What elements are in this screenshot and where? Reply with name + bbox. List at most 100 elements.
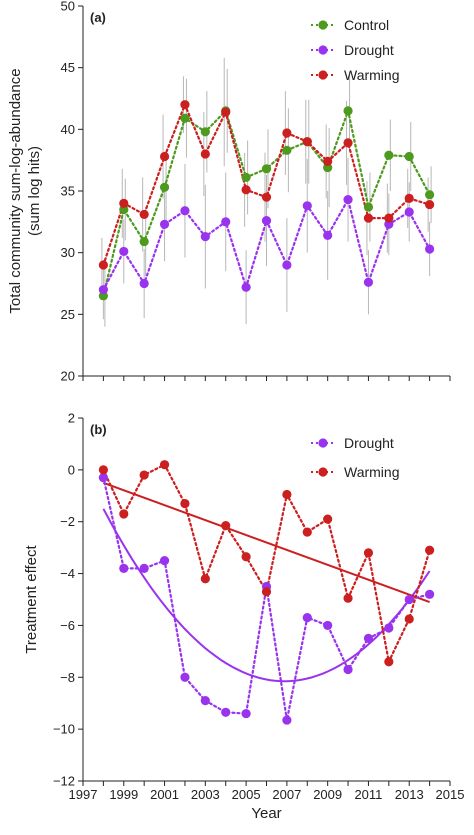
- x-tick-label: 2003: [191, 787, 220, 802]
- data-point-warming: [139, 470, 149, 480]
- data-point-warming: [404, 614, 414, 624]
- y-tick-label: −2: [60, 514, 75, 529]
- data-point-warming: [241, 552, 251, 562]
- data-point-warming: [343, 138, 353, 148]
- panel-label: (a): [90, 10, 106, 25]
- data-point-drought: [221, 707, 231, 717]
- data-point-drought: [404, 594, 414, 605]
- data-point-warming: [384, 213, 394, 223]
- data-point-warming: [363, 213, 374, 223]
- legend-marker: [318, 467, 328, 477]
- data-point-warming: [323, 514, 333, 524]
- data-point-warming: [302, 527, 312, 537]
- data-point-control: [200, 127, 210, 137]
- data-point-warming: [384, 657, 394, 667]
- data-point-control: [139, 236, 149, 247]
- legend-label: Control: [344, 17, 389, 33]
- data-point-drought: [302, 613, 312, 623]
- data-point-warming: [98, 260, 108, 270]
- data-point-warming: [323, 156, 333, 166]
- x-tick-label: 2011: [354, 787, 382, 802]
- x-tick-label: 2015: [436, 787, 465, 802]
- legend-label: Warming: [344, 464, 400, 480]
- data-point-drought: [282, 260, 292, 270]
- data-point-drought: [363, 633, 374, 643]
- data-point-drought: [119, 563, 129, 573]
- x-axis-label: Year: [251, 805, 281, 822]
- legend-marker: [318, 45, 328, 55]
- data-point-drought: [425, 589, 435, 599]
- data-point-drought: [282, 715, 292, 725]
- y-tick-label: −6: [60, 618, 75, 633]
- data-point-warming: [282, 128, 292, 138]
- data-point-warming: [200, 149, 210, 159]
- data-point-warming: [159, 151, 170, 162]
- y-tick-label: 2: [68, 411, 75, 426]
- data-point-control: [159, 182, 170, 192]
- x-tick-label: 2013: [395, 787, 424, 802]
- y-tick-label: −4: [60, 566, 75, 581]
- y-axis-label-line2: (sum log hits): [26, 146, 43, 236]
- x-tick-label: 1997: [69, 787, 98, 802]
- data-point-drought: [261, 216, 272, 226]
- data-point-drought: [363, 277, 374, 287]
- data-point-warming: [425, 545, 435, 555]
- data-point-drought: [139, 563, 149, 573]
- legend-marker: [318, 438, 328, 448]
- data-point-warming: [363, 548, 374, 558]
- data-point-warming: [180, 100, 190, 110]
- data-point-warming: [282, 489, 292, 500]
- legend-label: Warming: [344, 67, 400, 83]
- x-tick-label: 2009: [313, 787, 342, 802]
- data-point-warming: [404, 193, 414, 203]
- data-point-warming: [119, 509, 129, 519]
- data-point-drought: [404, 207, 414, 217]
- panel-b: −12 −10 −8 −6 −4 −2 0 2 1997 1999 2001 2003 2005 2007…: [23, 411, 464, 823]
- data-point-drought: [241, 282, 251, 292]
- data-point-warming: [261, 587, 272, 597]
- data-point-drought: [384, 623, 394, 633]
- data-point-control: [261, 164, 272, 174]
- trend-curve-drought: [102, 508, 431, 683]
- y-axis-label-line1: Total community sum-log-abundance: [7, 68, 24, 313]
- data-point-warming: [261, 192, 272, 202]
- data-point-warming: [221, 107, 231, 117]
- y-tick-label: 40: [61, 122, 75, 137]
- data-point-control: [343, 106, 353, 116]
- data-point-drought: [180, 672, 190, 682]
- data-point-drought: [323, 230, 333, 240]
- y-tick-label: 30: [61, 245, 75, 260]
- x-tick-label: 1999: [109, 787, 138, 802]
- data-point-warming: [241, 185, 251, 195]
- y-tick-label: −12: [53, 774, 75, 789]
- data-point-warming: [221, 521, 231, 531]
- data-point-warming: [98, 465, 108, 475]
- x-tick-label: 2005: [232, 787, 261, 802]
- y-tick-label: 0: [68, 462, 75, 477]
- data-point-drought: [323, 620, 333, 631]
- y-tick-label: 50: [61, 0, 75, 14]
- data-point-drought: [425, 244, 435, 254]
- data-point-control: [384, 150, 394, 160]
- data-point-control: [425, 190, 435, 200]
- data-point-warming: [302, 137, 312, 147]
- data-point-drought: [241, 708, 251, 719]
- y-tick-label: 25: [61, 307, 75, 322]
- x-tick-label: 2001: [150, 787, 179, 802]
- legend-marker: [318, 20, 328, 30]
- data-point-drought: [221, 217, 231, 227]
- legend-marker: [318, 70, 328, 80]
- data-point-warming: [425, 199, 435, 210]
- data-point-drought: [343, 195, 353, 205]
- trend-line-warming: [103, 481, 430, 604]
- data-point-control: [282, 145, 292, 155]
- data-point-drought: [343, 664, 353, 675]
- y-tick-label: −10: [53, 722, 75, 737]
- data-point-drought: [98, 473, 108, 483]
- legend-label: Drought: [344, 42, 394, 58]
- y-tick-label: −8: [60, 670, 75, 685]
- data-point-drought: [119, 246, 129, 257]
- data-point-warming: [180, 498, 190, 509]
- data-point-drought: [159, 219, 170, 229]
